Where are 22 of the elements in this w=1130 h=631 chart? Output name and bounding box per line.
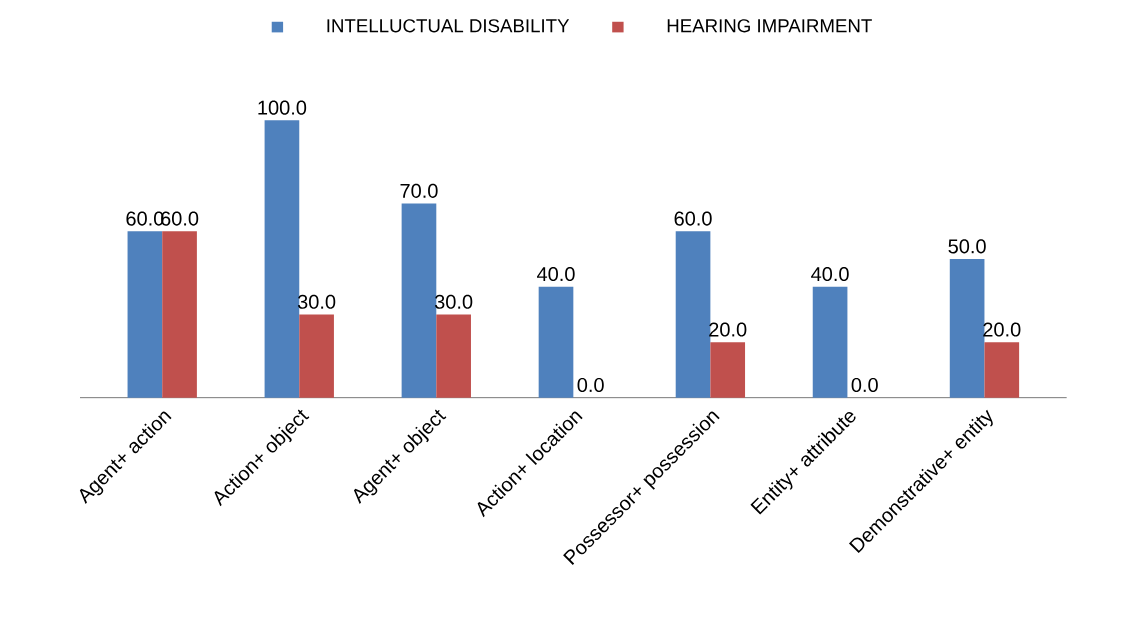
bar — [127, 231, 163, 398]
data-label: 40.0 — [811, 266, 849, 282]
data-label: 40.0 — [537, 266, 575, 282]
bar — [436, 314, 471, 398]
data-label: 0.0 — [851, 377, 878, 393]
bar — [299, 314, 334, 398]
legend-label: INTELLUCTUAL DISABILITY — [327, 19, 570, 33]
bar — [162, 231, 197, 398]
bar — [675, 231, 711, 398]
data-label: 60.0 — [674, 211, 712, 226]
bar — [984, 342, 1020, 398]
legend-label: HEARING IMPAIRMENT — [667, 19, 872, 33]
bar — [710, 342, 746, 398]
data-label: 70.0 — [400, 183, 438, 198]
bar — [401, 203, 437, 398]
bar — [264, 120, 300, 398]
bar — [949, 258, 985, 398]
data-label: 0.0 — [577, 377, 604, 393]
bar — [812, 286, 848, 398]
bar — [538, 286, 574, 398]
data-label: 100.0 — [258, 100, 307, 115]
data-label: 50.0 — [948, 239, 986, 254]
